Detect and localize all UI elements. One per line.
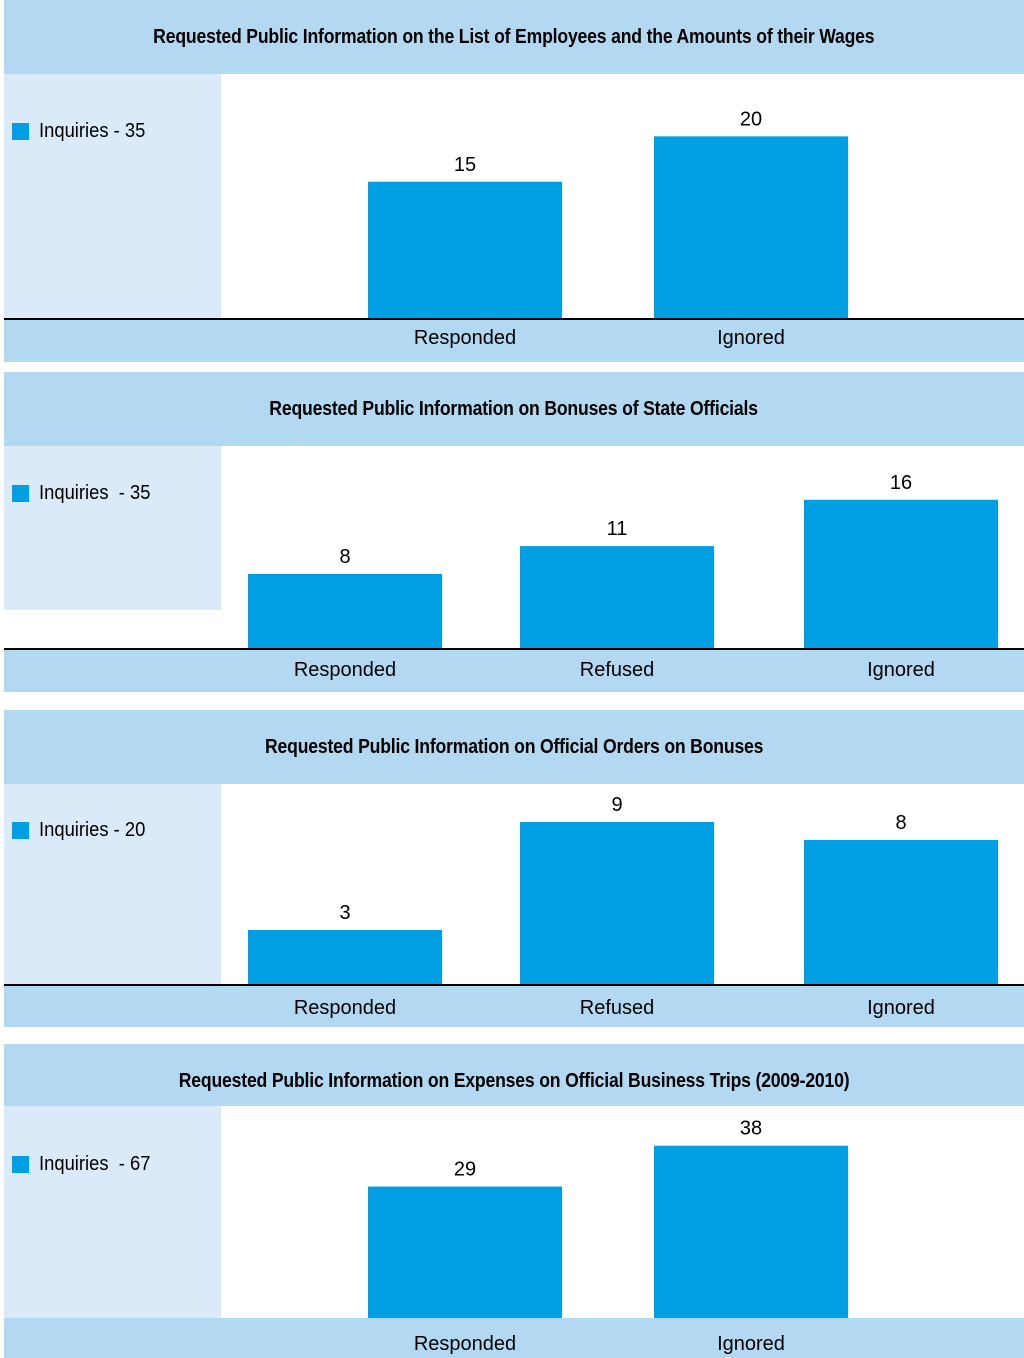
bar-chart: 3 Responded 9 Refused 8 Ignored <box>248 794 998 1019</box>
data-label: 8 <box>339 546 350 568</box>
legend-swatch <box>12 485 29 502</box>
legend-swatch <box>12 1156 29 1173</box>
legend: Inquiries - 35 <box>12 120 155 143</box>
x-axis-band <box>4 650 1024 692</box>
data-label: 11 <box>607 518 628 540</box>
x-tick-label: Responded <box>414 327 516 349</box>
bar-ignored <box>654 1145 848 1318</box>
legend-label: Inquiries - 35 <box>39 120 146 142</box>
x-tick-label: Ignored <box>717 327 785 349</box>
legend-column <box>4 1106 221 1318</box>
chart-title: Requested Public Information on Expenses… <box>4 1044 1024 1118</box>
x-axis-line <box>4 984 1024 986</box>
x-tick-label: Refused <box>580 997 655 1019</box>
bar-responded <box>248 930 442 984</box>
legend-swatch <box>12 822 29 839</box>
data-label: 38 <box>740 1118 762 1140</box>
legend: Inquiries - 20 <box>12 819 155 842</box>
x-axis-band <box>4 320 1024 362</box>
legend-column <box>4 74 221 319</box>
legend-label: Inquiries - 67 <box>39 1153 151 1175</box>
chart-title: Requested Public Information on Bonuses … <box>4 372 1024 446</box>
legend-label: Inquiries - 20 <box>39 819 146 841</box>
bar-chart: 8 Responded 11 Refused 16 Ignored <box>248 472 998 681</box>
x-tick-label: Ignored <box>717 1333 785 1355</box>
bar-chart: 15 Responded 20 Ignored <box>368 108 848 349</box>
legend-swatch <box>12 123 29 140</box>
data-label: 16 <box>890 472 912 494</box>
x-tick-label: Ignored <box>867 997 935 1019</box>
x-axis-band <box>4 1318 1024 1358</box>
legend-column <box>4 446 221 610</box>
bar-refused <box>520 822 714 984</box>
data-label: 29 <box>454 1159 476 1181</box>
bar-ignored <box>804 840 998 984</box>
bar-chart: 29 Responded 38 Ignored <box>368 1118 848 1355</box>
data-label: 9 <box>611 794 622 816</box>
legend: Inquiries - 35 <box>12 482 160 505</box>
bar-responded <box>368 181 562 318</box>
data-label: 3 <box>339 902 350 924</box>
plot-area <box>221 74 1024 319</box>
bar-responded <box>368 1186 562 1318</box>
x-tick-label: Refused <box>580 659 655 681</box>
chart-title: Requested Public Information on the List… <box>4 0 1024 74</box>
chart-panel-2: Requested Public Information on Bonuses … <box>4 362 1024 692</box>
x-axis-line <box>4 648 1024 650</box>
data-label: 20 <box>740 108 762 130</box>
x-tick-label: Ignored <box>867 659 935 681</box>
data-label: 8 <box>895 812 906 834</box>
x-tick-label: Responded <box>414 1333 516 1355</box>
x-axis-line <box>4 318 1024 320</box>
bar-ignored <box>804 499 998 648</box>
chart-panel-1: Requested Public Information on the List… <box>4 0 1024 362</box>
x-tick-label: Responded <box>294 997 396 1019</box>
legend: Inquiries - 67 <box>12 1153 160 1176</box>
chart-panel-4: Requested Public Information on Expenses… <box>4 1036 1024 1358</box>
bar-responded <box>248 573 442 648</box>
bar-ignored <box>654 136 848 318</box>
bar-refused <box>520 546 714 648</box>
chart-title: Requested Public Information on Official… <box>4 710 1024 784</box>
data-label: 15 <box>454 154 476 176</box>
x-tick-label: Responded <box>294 659 396 681</box>
plot-area <box>221 1106 1024 1318</box>
legend-column <box>4 784 221 984</box>
x-axis-band <box>4 986 1024 1027</box>
legend-label: Inquiries - 35 <box>39 482 151 504</box>
chart-panel-3: Requested Public Information on Official… <box>4 700 1024 1027</box>
